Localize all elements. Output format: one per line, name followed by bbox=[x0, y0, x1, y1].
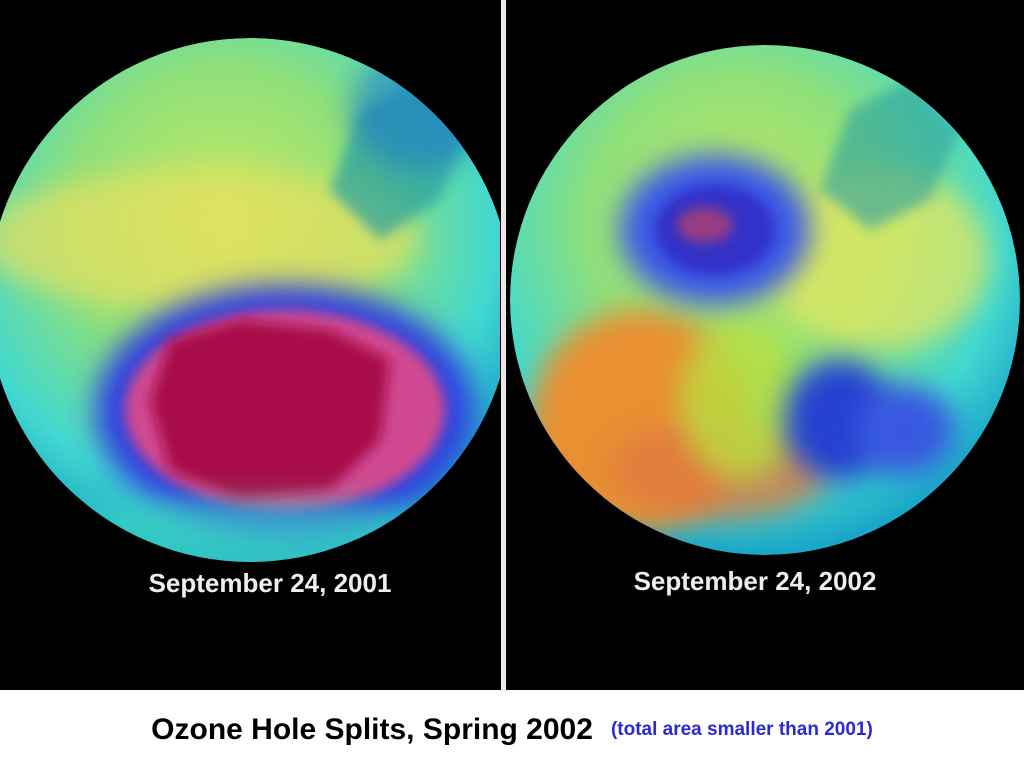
caption: Ozone Hole Splits, Spring 2002 (total ar… bbox=[0, 700, 1024, 760]
globe-2002 bbox=[510, 45, 1020, 555]
panel-label: September 24, 2002 bbox=[634, 566, 877, 596]
ozone-image: September 24, 2001 September 24, 2002 bbox=[0, 0, 1024, 690]
divider bbox=[501, 0, 506, 690]
caption-note: (total area smaller than 2001) bbox=[610, 719, 873, 740]
caption-title: Ozone Hole Splits, Spring 2002 bbox=[151, 713, 593, 746]
globe-2001 bbox=[0, 38, 500, 562]
panel-label: September 24, 2001 bbox=[149, 568, 392, 598]
